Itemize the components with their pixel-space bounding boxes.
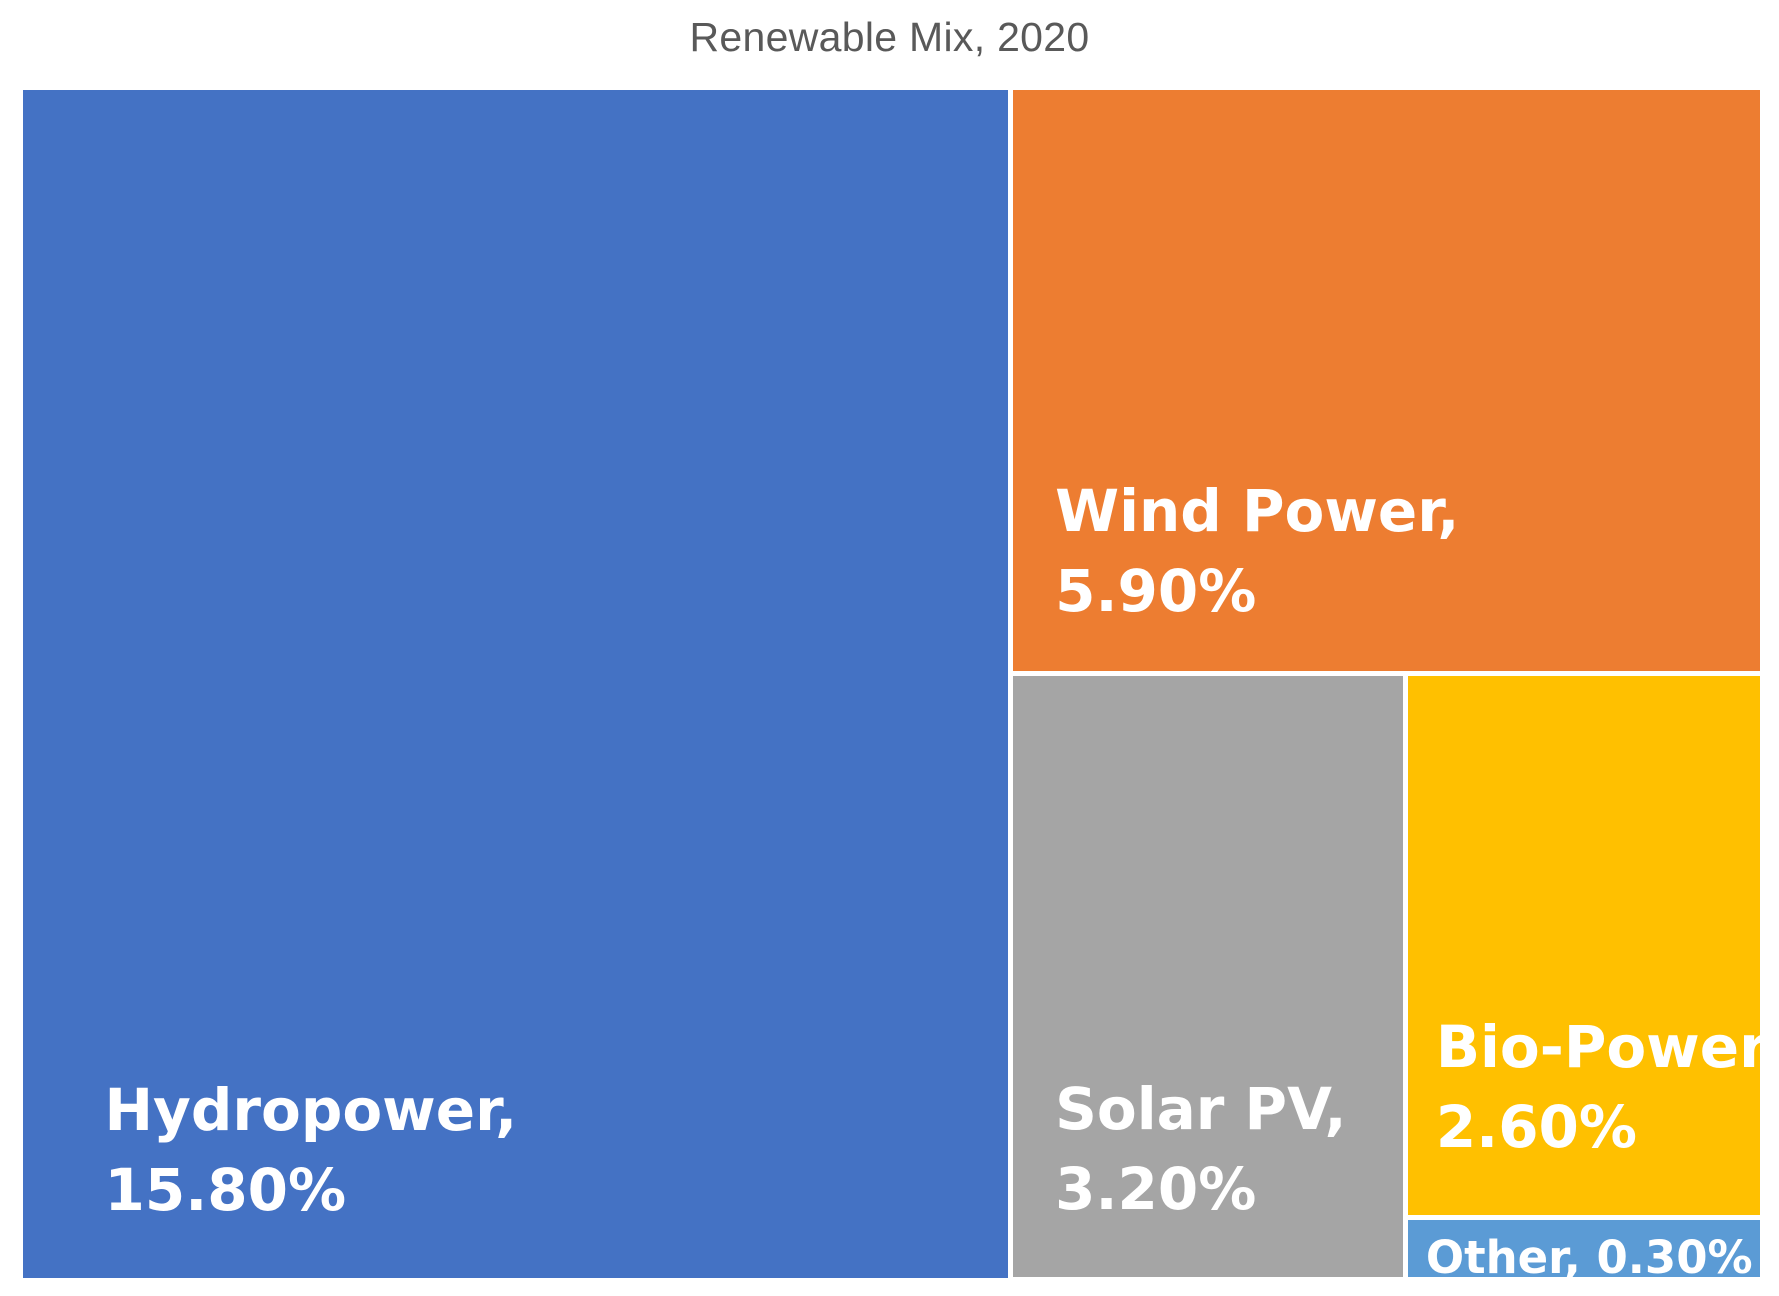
- treemap-label-value: 15.80%: [104, 1155, 347, 1224]
- treemap-label-value: 5.90%: [1055, 557, 1257, 626]
- treemap-tile-hydropower: Hydropower, 15.80%: [22, 89, 1009, 1278]
- treemap-label-name: Wind Power,: [1055, 477, 1460, 546]
- treemap-tile-wind-power: Wind Power, 5.90%: [1013, 89, 1761, 672]
- treemap-label-name: Other, 0.30%: [1425, 1230, 1753, 1278]
- treemap-label-value: 2.60%: [1435, 1092, 1638, 1161]
- treemap-label-name: Hydropower,: [104, 1075, 518, 1144]
- treemap-label-solar-pv: Solar PV, 3.20%: [1055, 1069, 1346, 1229]
- treemap-label-wind-power: Wind Power, 5.90%: [1055, 471, 1459, 631]
- treemap-label-value: 3.20%: [1055, 1155, 1257, 1224]
- treemap-label-hydropower: Hydropower, 15.80%: [105, 1070, 518, 1230]
- chart-title: Renewable Mix, 2020: [689, 14, 1090, 60]
- treemap-label-name: Bio-Power,: [1435, 1012, 1761, 1081]
- treemap-tile-other: Other, 0.30%: [1407, 1219, 1761, 1278]
- treemap-label-name: Solar PV,: [1055, 1075, 1347, 1144]
- treemap-tile-solar-pv: Solar PV, 3.20%: [1013, 676, 1403, 1278]
- treemap-label-other: Other, 0.30%: [1426, 1228, 1753, 1278]
- treemap-label-bio-power: Bio-Power, 2.60%: [1436, 1007, 1761, 1167]
- treemap-tile-bio-power: Bio-Power, 2.60%: [1407, 676, 1761, 1215]
